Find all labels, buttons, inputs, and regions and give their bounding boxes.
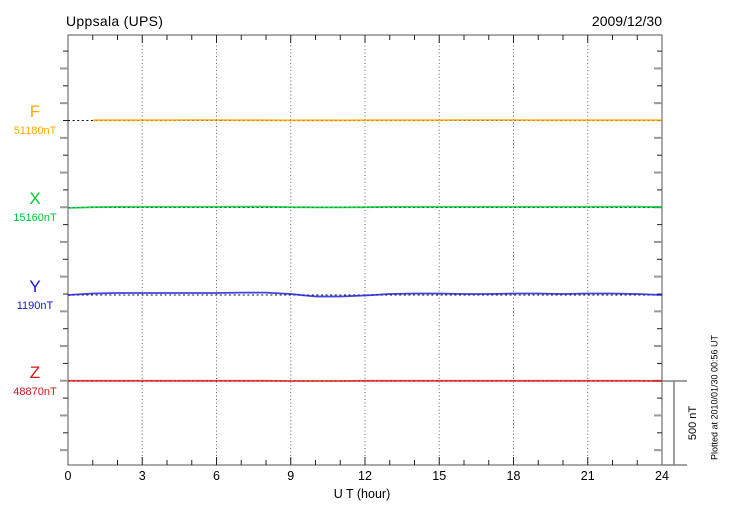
x-tick-label: 18 (506, 469, 521, 483)
x-tick-label: 6 (213, 469, 220, 483)
channel-label-f: F 51180nT (6, 102, 64, 138)
channel-baseline-y: 1190nT (16, 300, 54, 312)
channel-baseline-f: 51180nT (13, 125, 57, 137)
channel-baseline-x: 15160nT (13, 212, 57, 224)
channel-letter-x: X (29, 189, 41, 208)
scale-bar-label: 500 nT (687, 405, 699, 441)
x-tick-label: 15 (432, 469, 447, 483)
plotted-at-note: Plotted at 2010/01/30 00:56 UT (709, 334, 720, 461)
x-tick-label: 12 (358, 469, 372, 483)
channel-label-y: Y 1190nT (6, 277, 64, 313)
x-tick-label: 9 (287, 469, 295, 483)
x-tick-label: 3 (138, 469, 146, 483)
plot-date: 2009/12/30 (591, 13, 662, 29)
channel-label-x: X 15160nT (6, 189, 64, 225)
channel-letter-z: Z (29, 363, 41, 382)
channel-baseline-z: 48870nT (13, 386, 57, 398)
x-tick-label: 21 (580, 469, 595, 483)
station-title: Uppsala (UPS) (66, 13, 164, 29)
x-tick-label: 24 (655, 469, 669, 483)
channel-label-z: Z 48870nT (6, 363, 64, 399)
x-tick-label: 0 (64, 469, 72, 483)
channel-letter-f: F (29, 102, 41, 121)
x-axis-title: U T (hour) (333, 487, 391, 501)
channel-letter-y: Y (29, 277, 41, 296)
